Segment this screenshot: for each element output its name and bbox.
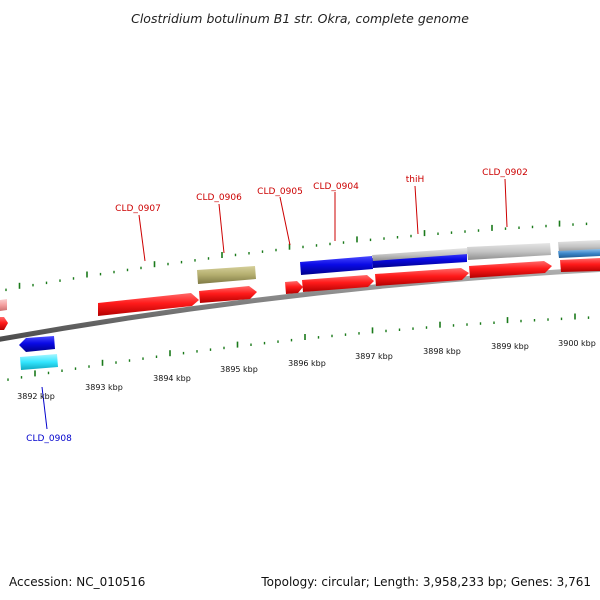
gene-reverse-blue-feature[interactable]	[300, 256, 373, 275]
scale-label-3893: 3893 kbp	[85, 383, 123, 392]
genome-backbone	[0, 267, 600, 342]
gene-steel-feature[interactable]	[558, 249, 600, 258]
cds-forward-arrow[interactable]	[199, 286, 257, 303]
scale-label-3896: 3896 kbp	[288, 359, 326, 368]
map-title: Clostridium botulinum B1 str. Okra, comp…	[131, 11, 469, 26]
cds-forward-arrow[interactable]	[560, 258, 600, 272]
scale-label-3892: 3892 kbp	[17, 392, 55, 401]
scale-label-3899: 3899 kbp	[491, 342, 529, 351]
gene-label-cld-0905[interactable]: CLD_0905	[257, 187, 303, 197]
gene-label-cld-0906[interactable]: CLD_0906	[196, 193, 242, 203]
scale-label-3900: 3900 kbp	[558, 339, 596, 348]
gene-pink-feature[interactable]	[0, 299, 7, 311]
gene-label-cld-0902[interactable]: CLD_0902	[482, 168, 528, 178]
gene-grey-feature-2[interactable]	[467, 243, 551, 260]
cds-forward-arrow[interactable]	[98, 293, 199, 316]
gene-label-thih[interactable]: thiH	[406, 175, 425, 185]
gene-grey-feature[interactable]	[372, 248, 468, 261]
scale-label-3897: 3897 kbp	[355, 352, 393, 361]
scale-label-3895: 3895 kbp	[220, 365, 258, 374]
cds-forward-arrow[interactable]	[469, 261, 552, 278]
cds-forward-arrow[interactable]	[375, 268, 469, 286]
genome-summary-text: Topology: circular; Length: 3,958,233 bp…	[260, 575, 591, 589]
gene-label-leaders	[41, 178, 508, 430]
scale-label-3898: 3898 kbp	[423, 347, 461, 356]
gene-label-cld-0908[interactable]: CLD_0908	[26, 434, 72, 444]
inner-tick-track	[7, 313, 590, 381]
gene-label-cld-0904[interactable]: CLD_0904	[313, 182, 359, 192]
gene-olive-feature[interactable]	[197, 266, 256, 284]
cds-forward-arrow[interactable]	[0, 317, 8, 330]
cds-forward-arrow[interactable]	[285, 281, 303, 294]
gene-label-cld-0907[interactable]: CLD_0907	[115, 204, 161, 214]
cds-cyan-feature[interactable]	[20, 354, 58, 370]
cds-forward-arrow[interactable]	[302, 275, 374, 292]
gene-reverse-blue-feature-2[interactable]	[372, 252, 467, 268]
accession-text: Accession: NC_010516	[9, 575, 145, 589]
scale-label-3894: 3894 kbp	[153, 374, 191, 383]
cds-reverse-arrow[interactable]	[19, 336, 55, 352]
